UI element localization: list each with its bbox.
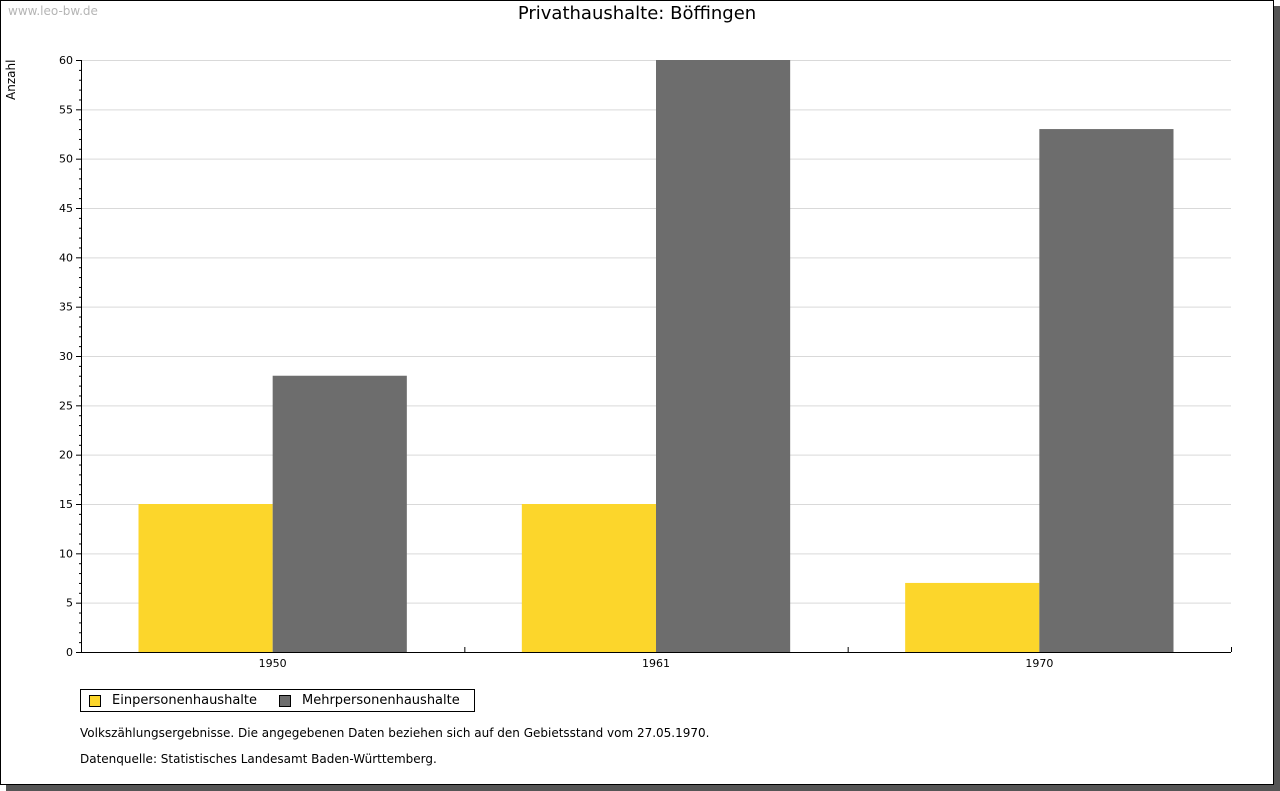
y-tick-label: 5 (66, 597, 73, 610)
y-tick-label: 45 (59, 202, 73, 215)
legend-label-mehrpersonen: Mehrpersonenhaushalte (302, 693, 460, 708)
watermark: www.leo-bw.de (8, 4, 98, 18)
y-tick-label: 10 (59, 547, 73, 560)
legend-swatch-mehrpersonen (279, 694, 291, 707)
y-tick-label: 20 (59, 449, 73, 462)
bar-1961-einpersonen (521, 504, 656, 652)
legend-swatch-einpersonen (89, 694, 101, 707)
x-tick-label: 1970 (1025, 657, 1053, 670)
frame-shadow-right (1274, 6, 1280, 791)
y-tick-label: 0 (66, 646, 73, 659)
x-tick-label: 1950 (259, 657, 287, 670)
y-tick-label: 55 (59, 103, 73, 116)
y-tick-label: 60 (59, 54, 73, 67)
census-note: Volkszählungsergebnisse. Die angegebenen… (80, 726, 710, 740)
chart-title: Privathaushalte: Böffingen (517, 3, 757, 24)
y-tick-label: 15 (59, 498, 73, 511)
y-tick-label: 50 (59, 153, 73, 166)
y-tick-label: 25 (59, 399, 73, 412)
bar-1970-einpersonen (905, 582, 1040, 652)
bar-1950-einpersonen (138, 504, 273, 652)
bar-1970-mehrpersonen (1039, 129, 1174, 653)
frame-shadow-bottom (6, 785, 1280, 791)
legend: Einpersonenhaushalte Mehrpersonenhaushal… (80, 689, 475, 712)
y-tick-label: 30 (59, 350, 73, 363)
bar-1950-mehrpersonen (272, 375, 407, 652)
y-tick-label: 40 (59, 251, 73, 264)
bar-1961-mehrpersonen (656, 60, 791, 652)
legend-item-mehrpersonen: Mehrpersonenhaushalte (279, 693, 460, 708)
legend-item-einpersonen: Einpersonenhaushalte (89, 693, 257, 708)
y-tick-label: 35 (59, 301, 73, 314)
legend-label-einpersonen: Einpersonenhaushalte (112, 693, 257, 708)
x-tick-label: 1961 (642, 657, 670, 670)
source-note: Datenquelle: Statistisches Landesamt Bad… (80, 752, 437, 766)
